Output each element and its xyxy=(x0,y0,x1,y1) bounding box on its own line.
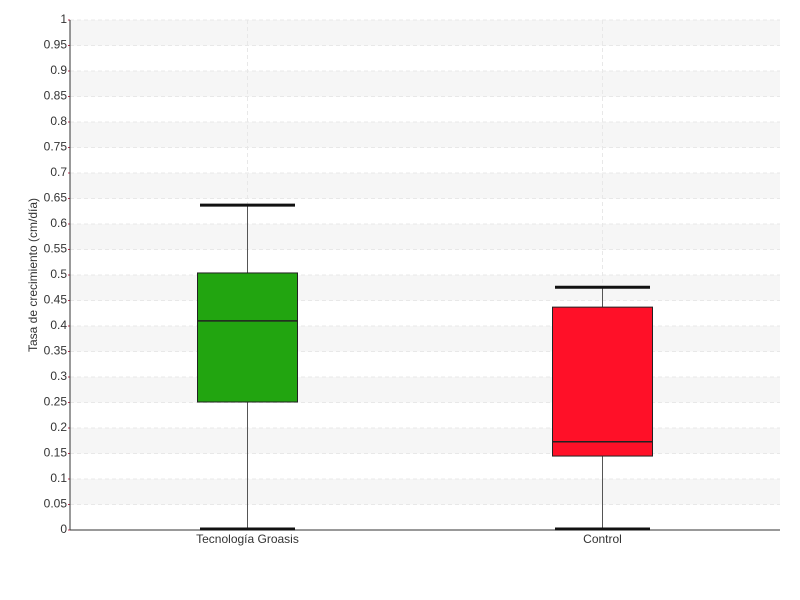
y-tick-label: 0.8 xyxy=(50,114,67,128)
grid-band xyxy=(70,122,780,148)
y-tick-label: 0.85 xyxy=(44,89,68,103)
y-tick-label: 0.45 xyxy=(44,293,68,307)
y-tick-label: 1 xyxy=(60,12,67,26)
box xyxy=(552,306,653,457)
grid-band xyxy=(70,71,780,97)
grid-band xyxy=(70,275,780,301)
y-tick-label: 0.75 xyxy=(44,140,68,154)
y-tick-label: 0.25 xyxy=(44,395,68,409)
grid-band xyxy=(70,428,780,454)
grid-band xyxy=(70,20,780,46)
y-axis-label: Tasa de crecimiento (cm/día) xyxy=(26,198,40,352)
box xyxy=(197,272,298,403)
y-tick-label: 0 xyxy=(60,522,67,536)
y-tick-label: 0.05 xyxy=(44,497,68,511)
x-tick-label: Tecnología Groasis xyxy=(196,532,299,546)
y-tick-label: 0.5 xyxy=(50,267,67,281)
y-tick-label: 0.55 xyxy=(44,242,68,256)
y-tick-label: 0.7 xyxy=(50,165,67,179)
grid-band xyxy=(70,479,780,505)
x-tick-label: Control xyxy=(583,532,622,546)
grid-band xyxy=(70,173,780,199)
y-tick-label: 0.6 xyxy=(50,216,67,230)
y-tick-label: 0.2 xyxy=(50,420,67,434)
y-tick-label: 0.4 xyxy=(50,318,67,332)
y-tick-label: 0.15 xyxy=(44,446,68,460)
grid-band xyxy=(70,326,780,352)
y-tick-label: 0.3 xyxy=(50,369,67,383)
grid-band xyxy=(70,224,780,250)
y-tick-label: 0.95 xyxy=(44,38,68,52)
y-tick-label: 0.65 xyxy=(44,191,68,205)
grid-band xyxy=(70,377,780,403)
y-tick-label: 0.1 xyxy=(50,471,67,485)
y-tick-label: 0.35 xyxy=(44,344,68,358)
y-tick-label: 0.9 xyxy=(50,63,67,77)
